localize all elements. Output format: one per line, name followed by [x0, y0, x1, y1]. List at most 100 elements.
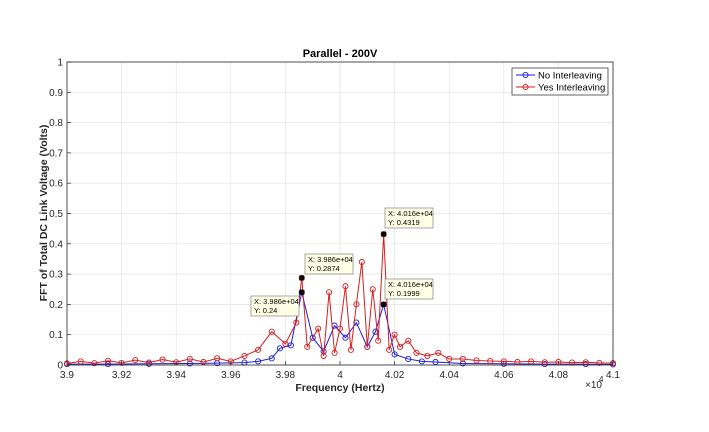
x-tick-label: 3.9 — [60, 370, 74, 381]
data-tip: X: 4.016e+04Y: 0.4319 — [381, 207, 434, 237]
x-tick-label: 3.98 — [276, 370, 296, 381]
data-point-no-interleaving — [186, 360, 193, 367]
data-tip: X: 3.986e+04Y: 0.24 — [250, 289, 305, 317]
x-tick-label: 4.06 — [494, 370, 514, 381]
data-point-yes-interleaving — [435, 349, 442, 356]
data-point-yes-interleaving — [487, 358, 494, 365]
x-tick-label: 3.94 — [166, 370, 186, 381]
y-tick-label: 0.4 — [49, 239, 63, 250]
legend-box — [511, 67, 609, 96]
data-tip-y-text: Y: 0.24 — [254, 306, 277, 315]
data-tip: X: 4.016e+04Y: 0.1999 — [381, 278, 434, 307]
data-tip-y-text: Y: 0.4319 — [388, 218, 420, 227]
data-tip-x-text: X: 3.986e+04 — [254, 297, 299, 306]
data-point-yes-interleaving — [77, 358, 84, 365]
x-exponent-base: ×10 — [585, 380, 602, 391]
y-tick-label: 0.7 — [49, 148, 63, 159]
data-point-no-interleaving — [541, 361, 548, 368]
data-tip-x-text: X: 3.986e+04 — [308, 255, 353, 264]
data-point-yes-interleaving — [397, 343, 404, 350]
data-point-yes-interleaving — [424, 352, 431, 359]
legend: No Interleaving Yes Interleaving — [511, 67, 609, 96]
y-axis-label: FFT of Total DC Link Voltage (Volts) — [38, 125, 50, 302]
data-point-yes-interleaving — [528, 358, 535, 365]
data-tip-box — [304, 253, 354, 275]
x-axis-label: Frequency (Hertz) — [295, 382, 384, 394]
data-point-yes-interleaving — [364, 343, 371, 350]
data-point-no-interleaving — [342, 334, 349, 341]
data-point-yes-interleaving — [255, 346, 262, 353]
data-point-yes-interleaving — [342, 283, 349, 290]
data-point-yes-interleaving — [104, 357, 111, 364]
x-tick-label: 3.96 — [221, 370, 241, 381]
data-tip-x-text: X: 4.016e+04 — [388, 209, 433, 218]
data-point-yes-interleaving — [298, 274, 305, 281]
data-point-yes-interleaving — [358, 258, 365, 266]
data-point-yes-interleaving — [596, 359, 603, 366]
data-point-yes-interleaving — [214, 355, 221, 362]
data-point-no-interleaving — [582, 361, 589, 368]
data-point-no-interleaving — [380, 301, 387, 308]
y-tick-label: 0.6 — [49, 179, 63, 190]
data-point-yes-interleaving — [132, 357, 139, 364]
x-tick-label: 3.92 — [112, 370, 132, 381]
data-point-yes-interleaving — [326, 289, 333, 296]
data-point-yes-interleaving — [304, 343, 311, 350]
data-point-yes-interleaving — [159, 356, 166, 363]
data-point-no-interleaving — [391, 351, 398, 358]
data-point-yes-interleaving — [186, 355, 193, 362]
data-point-yes-interleaving — [347, 346, 354, 353]
data-point-no-interleaving — [287, 342, 294, 349]
data-point-yes-interleaving — [369, 286, 376, 293]
data-tip-box — [384, 278, 434, 300]
data-point-no-interleaving — [298, 289, 305, 296]
y-tick-label: 0.5 — [49, 209, 63, 220]
data-point-yes-interleaving — [241, 352, 248, 359]
y-tick-label: 0.2 — [49, 300, 63, 311]
data-point-yes-interleaving — [391, 331, 398, 338]
y-tick-label: 1 — [57, 58, 63, 69]
data-point-yes-interleaving — [268, 328, 275, 335]
data-tip-y-text: Y: 0.2874 — [308, 264, 340, 273]
x-tick-label: 4.1 — [606, 370, 620, 381]
data-point-no-interleaving — [268, 355, 275, 362]
data-tip-marker — [381, 301, 387, 307]
series-yes-interleaving — [63, 231, 617, 367]
data-tip-box — [384, 207, 434, 229]
data-point-yes-interleaving — [459, 355, 466, 362]
data-point-yes-interleaving — [293, 319, 300, 326]
x-tick-label: 4.04 — [439, 370, 459, 381]
data-point-yes-interleaving — [118, 359, 125, 366]
data-tip-marker — [381, 231, 387, 237]
data-point-yes-interleaving — [375, 337, 382, 344]
ticks: 3.9 3.92 3.94 3.96 3.98 4 4.02 4.04 4.06 4.08 4.1 0… — [49, 58, 620, 382]
data-point-yes-interleaving — [386, 346, 393, 353]
data-point-no-interleaving — [372, 328, 379, 335]
series-line-yes-interleaving — [66, 234, 614, 364]
x-exponent-power: 4 — [599, 375, 604, 384]
x-tick-label: 4.08 — [549, 370, 569, 381]
data-point-yes-interleaving — [380, 231, 387, 238]
data-point-no-interleaving — [309, 334, 316, 341]
data-point-no-interleaving — [104, 361, 111, 368]
data-point-yes-interleaving — [320, 352, 327, 359]
legend-marker-no-interleaving — [522, 71, 529, 79]
legend-label-no-interleaving: No Interleaving — [538, 71, 602, 82]
data-tip-marker — [299, 275, 305, 281]
data-point-no-interleaving — [459, 360, 466, 367]
y-tick-label: 0.1 — [49, 330, 63, 341]
data-tip-marker — [299, 289, 305, 295]
y-tick-label: 0.3 — [49, 270, 63, 281]
legend-marker-yes-interleaving — [522, 83, 529, 91]
data-point-no-interleaving — [276, 345, 283, 352]
data-point-yes-interleaving — [405, 337, 412, 344]
data-tips: X: 3.986e+04Y: 0.24X: 3.986e+04Y: 0.2874… — [250, 207, 434, 317]
data-tip-x-text: X: 4.016e+04 — [388, 280, 433, 289]
data-point-yes-interleaving — [91, 360, 98, 367]
data-tip-box — [250, 295, 300, 317]
data-point-yes-interleaving — [413, 349, 420, 356]
x-axis-exponent: ×10 4 — [585, 375, 604, 391]
x-tick-label: 4 — [337, 370, 343, 381]
data-point-yes-interleaving — [282, 340, 289, 347]
